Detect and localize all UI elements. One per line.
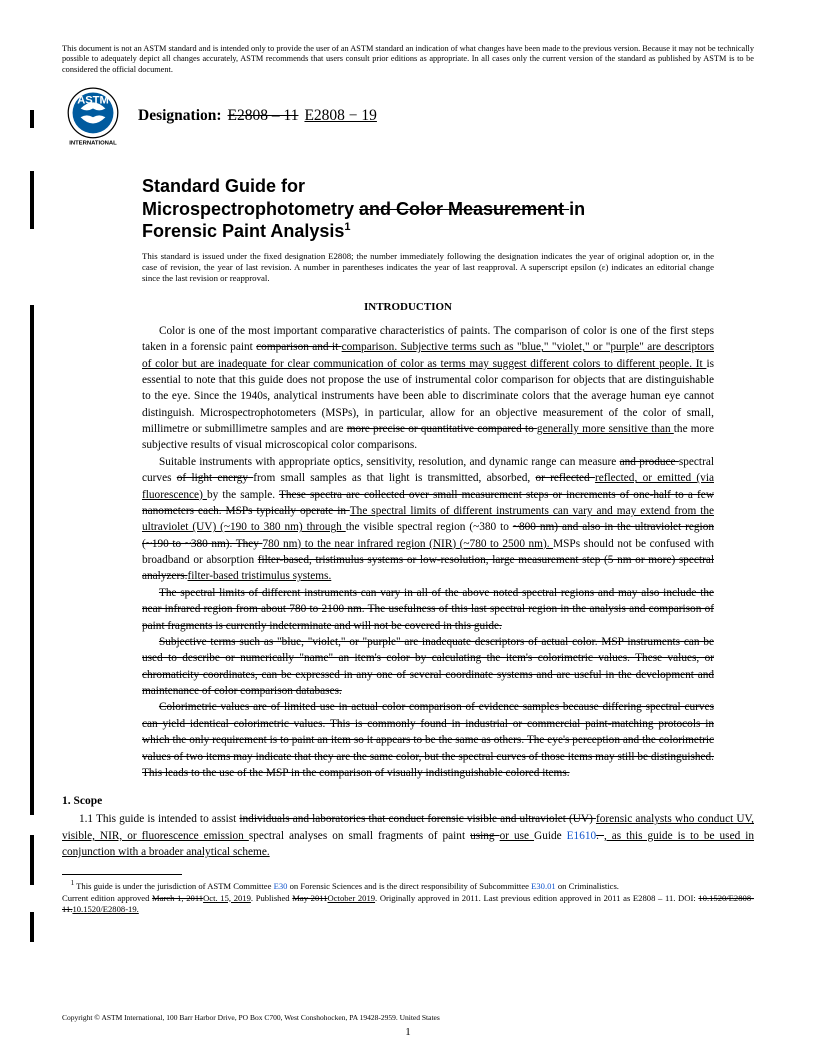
page-number: 1 — [0, 1026, 816, 1038]
title-line2a: Microspectrophotometry — [142, 199, 359, 219]
struck-text: Colorimetric values are of limited use i… — [142, 701, 714, 779]
intro-body: Color is one of the most important compa… — [142, 323, 714, 782]
struck-text: individuals and laboratories that conduc… — [239, 813, 596, 825]
astm-logo: ASTM INTERNATIONAL — [62, 85, 124, 147]
scope-heading: 1. Scope — [62, 795, 754, 807]
intro-heading: INTRODUCTION — [62, 301, 754, 313]
text: 1.1 This guide is intended to assist — [79, 813, 239, 825]
underline-text: 10.1520/E2808-19. — [72, 904, 138, 914]
intro-p2: Suitable instruments with appropriate op… — [142, 454, 714, 585]
struck-text: and produce — [620, 456, 679, 468]
title-line1: Standard Guide for — [142, 176, 305, 196]
struck-text: or reflected — [535, 472, 594, 484]
title-line2c: in — [569, 199, 585, 219]
struck-text: using — [470, 830, 499, 842]
text: . Originally approved in 2011. Last prev… — [375, 893, 678, 903]
text: on Forensic Sciences and is the direct r… — [287, 881, 531, 891]
struck-text: The spectral limits of different instrum… — [142, 587, 714, 632]
title-sup: 1 — [344, 221, 350, 233]
intro-p3: The spectral limits of different instrum… — [142, 585, 714, 634]
text: Current edition approved — [62, 893, 152, 903]
underline-text: October 2019 — [328, 893, 376, 903]
text: Guide — [534, 830, 567, 842]
designation-old: E2808 – 11 — [228, 107, 299, 125]
intro-p4: Subjective terms such as "blue, "violet,… — [142, 634, 714, 700]
struck-text: March 1, 2011 — [152, 893, 203, 903]
subcommittee-link[interactable]: E30.01 — [531, 881, 556, 891]
text: from small samples as that light is tran… — [253, 472, 535, 484]
struck-text: more precise or quantitative compared to — [347, 423, 537, 435]
struck-text: Subjective terms such as "blue, "violet,… — [142, 636, 714, 697]
title-line3: Forensic Paint Analysis — [142, 221, 344, 241]
underline-text: 780 nm) to the near infrared region (NIR… — [262, 538, 553, 550]
svg-text:INTERNATIONAL: INTERNATIONAL — [69, 141, 117, 147]
text: spectral analyses on small fragments of … — [249, 830, 470, 842]
text: the visible spectral region (~380 to — [346, 521, 513, 533]
scope-body: 1.1 This guide is intended to assist ind… — [62, 811, 754, 860]
issuance-note: This standard is issued under the fixed … — [142, 251, 714, 285]
copyright-footer: Copyright © ASTM International, 100 Barr… — [62, 1013, 754, 1022]
text: Suitable instruments with appropriate op… — [159, 456, 620, 468]
footnote-separator — [62, 874, 182, 875]
intro-p1: Color is one of the most important compa… — [142, 323, 714, 454]
text: This guide is under the jurisdiction of … — [74, 881, 273, 891]
struck-text: of light energy — [177, 472, 254, 484]
title-block: Standard Guide for Microspectrophotometr… — [142, 175, 714, 243]
footnote: 1 This guide is under the jurisdiction o… — [62, 879, 754, 914]
struck-text: May 2011 — [292, 893, 327, 903]
text: by the sample. — [207, 489, 279, 501]
text: . Published — [251, 893, 292, 903]
underline-text: or use — [500, 830, 534, 842]
designation-line: Designation: E2808 – 11 E2808 − 19 — [138, 107, 377, 125]
underline-text: generally more sensitive than — [537, 423, 674, 435]
underline-text: filter-based tristimulus systems. — [187, 570, 331, 582]
header-row: ASTM INTERNATIONAL Designation: E2808 – … — [62, 85, 754, 147]
intro-p5: Colorimetric values are of limited use i… — [142, 699, 714, 781]
struck-text: . — [596, 830, 604, 842]
underline-text: Oct. 15, 2019 — [203, 893, 251, 903]
struck-text: comparison and it — [256, 341, 341, 353]
guide-link[interactable]: E1610 — [567, 830, 597, 842]
text: DOI: — [678, 893, 698, 903]
disclaimer-text: This document is not an ASTM standard an… — [62, 44, 754, 75]
designation-label: Designation: — [138, 107, 222, 125]
committee-link[interactable]: E30 — [274, 881, 288, 891]
designation-new: E2808 − 19 — [304, 107, 376, 125]
svg-text:ASTM: ASTM — [77, 95, 109, 107]
title-line2-struck: and Color Measurement — [359, 199, 569, 219]
text: on Criminalistics. — [556, 881, 619, 891]
